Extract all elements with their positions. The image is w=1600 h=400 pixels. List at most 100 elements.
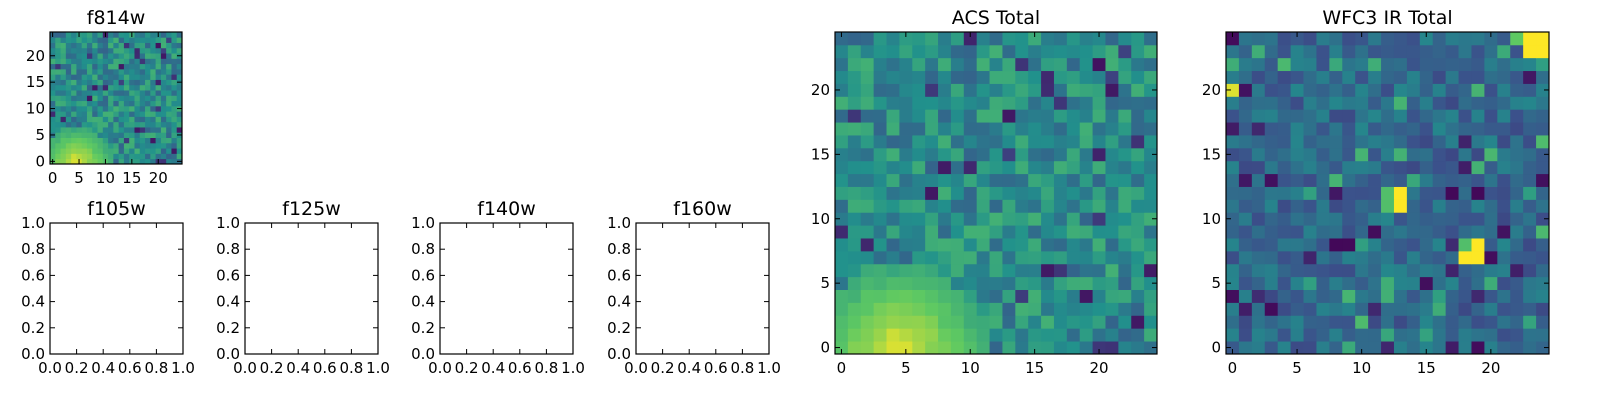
- heatmap-cell: [1002, 328, 1016, 342]
- heatmap-cell: [925, 57, 939, 72]
- heatmap-cell: [65, 121, 72, 128]
- heatmap-cell: [1510, 173, 1524, 187]
- heatmap-cell: [860, 160, 875, 175]
- heatmap-cell: [950, 147, 965, 162]
- heatmap-cell: [150, 84, 156, 91]
- heatmap-cell: [1432, 109, 1447, 123]
- heatmap-cell: [1131, 289, 1145, 303]
- heatmap-cell: [950, 212, 965, 226]
- heatmap-cell: [899, 302, 913, 316]
- heatmap-cell: [1277, 160, 1291, 175]
- heatmap-cell: [835, 135, 849, 149]
- heatmap-cell: [1092, 225, 1106, 239]
- heatmap-cell: [1445, 147, 1459, 162]
- heatmap-cell: [50, 111, 56, 117]
- y-tick-label: 0.2: [607, 319, 631, 337]
- heatmap-cell: [160, 132, 167, 138]
- heatmap-cell: [1105, 32, 1119, 46]
- heatmap-cell: [65, 137, 72, 144]
- heatmap-cell: [108, 148, 114, 154]
- heatmap-cell: [1238, 147, 1253, 162]
- heatmap-cell: [1092, 44, 1106, 59]
- heatmap-cell: [155, 100, 162, 107]
- heatmap-cell: [1066, 276, 1081, 290]
- heatmap-cell: [1471, 70, 1485, 84]
- heatmap-cell: [1105, 263, 1119, 278]
- heatmap-cell: [1523, 32, 1537, 46]
- heatmap-cell: [92, 32, 98, 38]
- heatmap-cell: [1393, 160, 1408, 175]
- heatmap-cell: [1406, 250, 1421, 265]
- heatmap-cell: [150, 116, 156, 123]
- heatmap-cell: [76, 100, 83, 107]
- heatmap-cell: [963, 109, 978, 123]
- heatmap-cell: [155, 68, 162, 75]
- heatmap-cell: [1316, 160, 1330, 175]
- heatmap-cell: [1329, 109, 1343, 123]
- heatmap-cell: [1226, 160, 1240, 175]
- heatmap-cell: [1053, 276, 1068, 290]
- heatmap-cell: [1484, 289, 1498, 303]
- heatmap-cell: [1445, 122, 1459, 136]
- heatmap-cell: [1041, 57, 1055, 72]
- heatmap-cell: [886, 315, 900, 329]
- heatmap-cell: [1264, 83, 1279, 97]
- heatmap-cell: [950, 341, 965, 355]
- heatmap-cell: [145, 79, 151, 86]
- heatmap-cell: [50, 58, 56, 65]
- heatmap-cell: [102, 74, 109, 80]
- x-tick-label: 10: [961, 359, 980, 377]
- heatmap-cell: [60, 90, 67, 96]
- heatmap-cell: [912, 315, 926, 329]
- heatmap-cell: [1471, 263, 1485, 278]
- heatmap-cell: [55, 53, 61, 59]
- heatmap-cell: [65, 42, 72, 49]
- heatmap-cell: [118, 132, 125, 138]
- heatmap-cell: [123, 137, 130, 144]
- heatmap-cell: [1053, 263, 1068, 278]
- heatmap-cell: [1277, 341, 1291, 355]
- heatmap-cell: [950, 32, 965, 46]
- heatmap-cell: [166, 105, 172, 112]
- heatmap-cell: [1277, 135, 1291, 149]
- heatmap-cell: [1393, 109, 1408, 123]
- heatmap-cell: [92, 100, 98, 107]
- heatmap-cell: [1329, 199, 1343, 213]
- heatmap-cell: [1053, 57, 1068, 72]
- heatmap-cell: [1316, 83, 1330, 97]
- heatmap-cell: [1458, 199, 1472, 213]
- heatmap-cell: [1015, 122, 1029, 136]
- heatmap-cell: [1290, 238, 1304, 252]
- heatmap-cell: [160, 53, 167, 59]
- heatmap-cell: [1497, 328, 1511, 342]
- heatmap-cell: [1277, 263, 1291, 278]
- heatmap-cell: [1445, 238, 1459, 252]
- heatmap-cell: [1053, 135, 1068, 149]
- heatmap-cell: [1368, 289, 1382, 303]
- heatmap-cell: [1536, 173, 1550, 187]
- heatmap-cell: [950, 263, 965, 278]
- heatmap-cell: [1028, 109, 1042, 123]
- heatmap-cell: [123, 121, 130, 128]
- y-tick-label: 0.4: [411, 293, 435, 311]
- heatmap-cell: [1329, 302, 1343, 316]
- heatmap-cell: [81, 100, 88, 107]
- heatmap-cell: [160, 153, 167, 160]
- heatmap-cell: [835, 186, 849, 200]
- heatmap-cell: [1497, 173, 1511, 187]
- heatmap-cell: [1238, 96, 1253, 110]
- heatmap-cell: [1406, 341, 1421, 355]
- heatmap-cell: [912, 250, 926, 265]
- heatmap-cell: [160, 63, 167, 70]
- heatmap-cell: [155, 137, 162, 144]
- heatmap-cell: [1251, 289, 1266, 303]
- heatmap-cell: [1471, 302, 1485, 316]
- heatmap-cell: [171, 153, 178, 160]
- heatmap-cell: [1445, 109, 1459, 123]
- heatmap-cell: [166, 37, 172, 43]
- heatmap-cell: [1131, 328, 1145, 342]
- heatmap-cell: [113, 111, 120, 117]
- heatmap-cell: [1406, 70, 1421, 84]
- heatmap-cell: [76, 132, 83, 138]
